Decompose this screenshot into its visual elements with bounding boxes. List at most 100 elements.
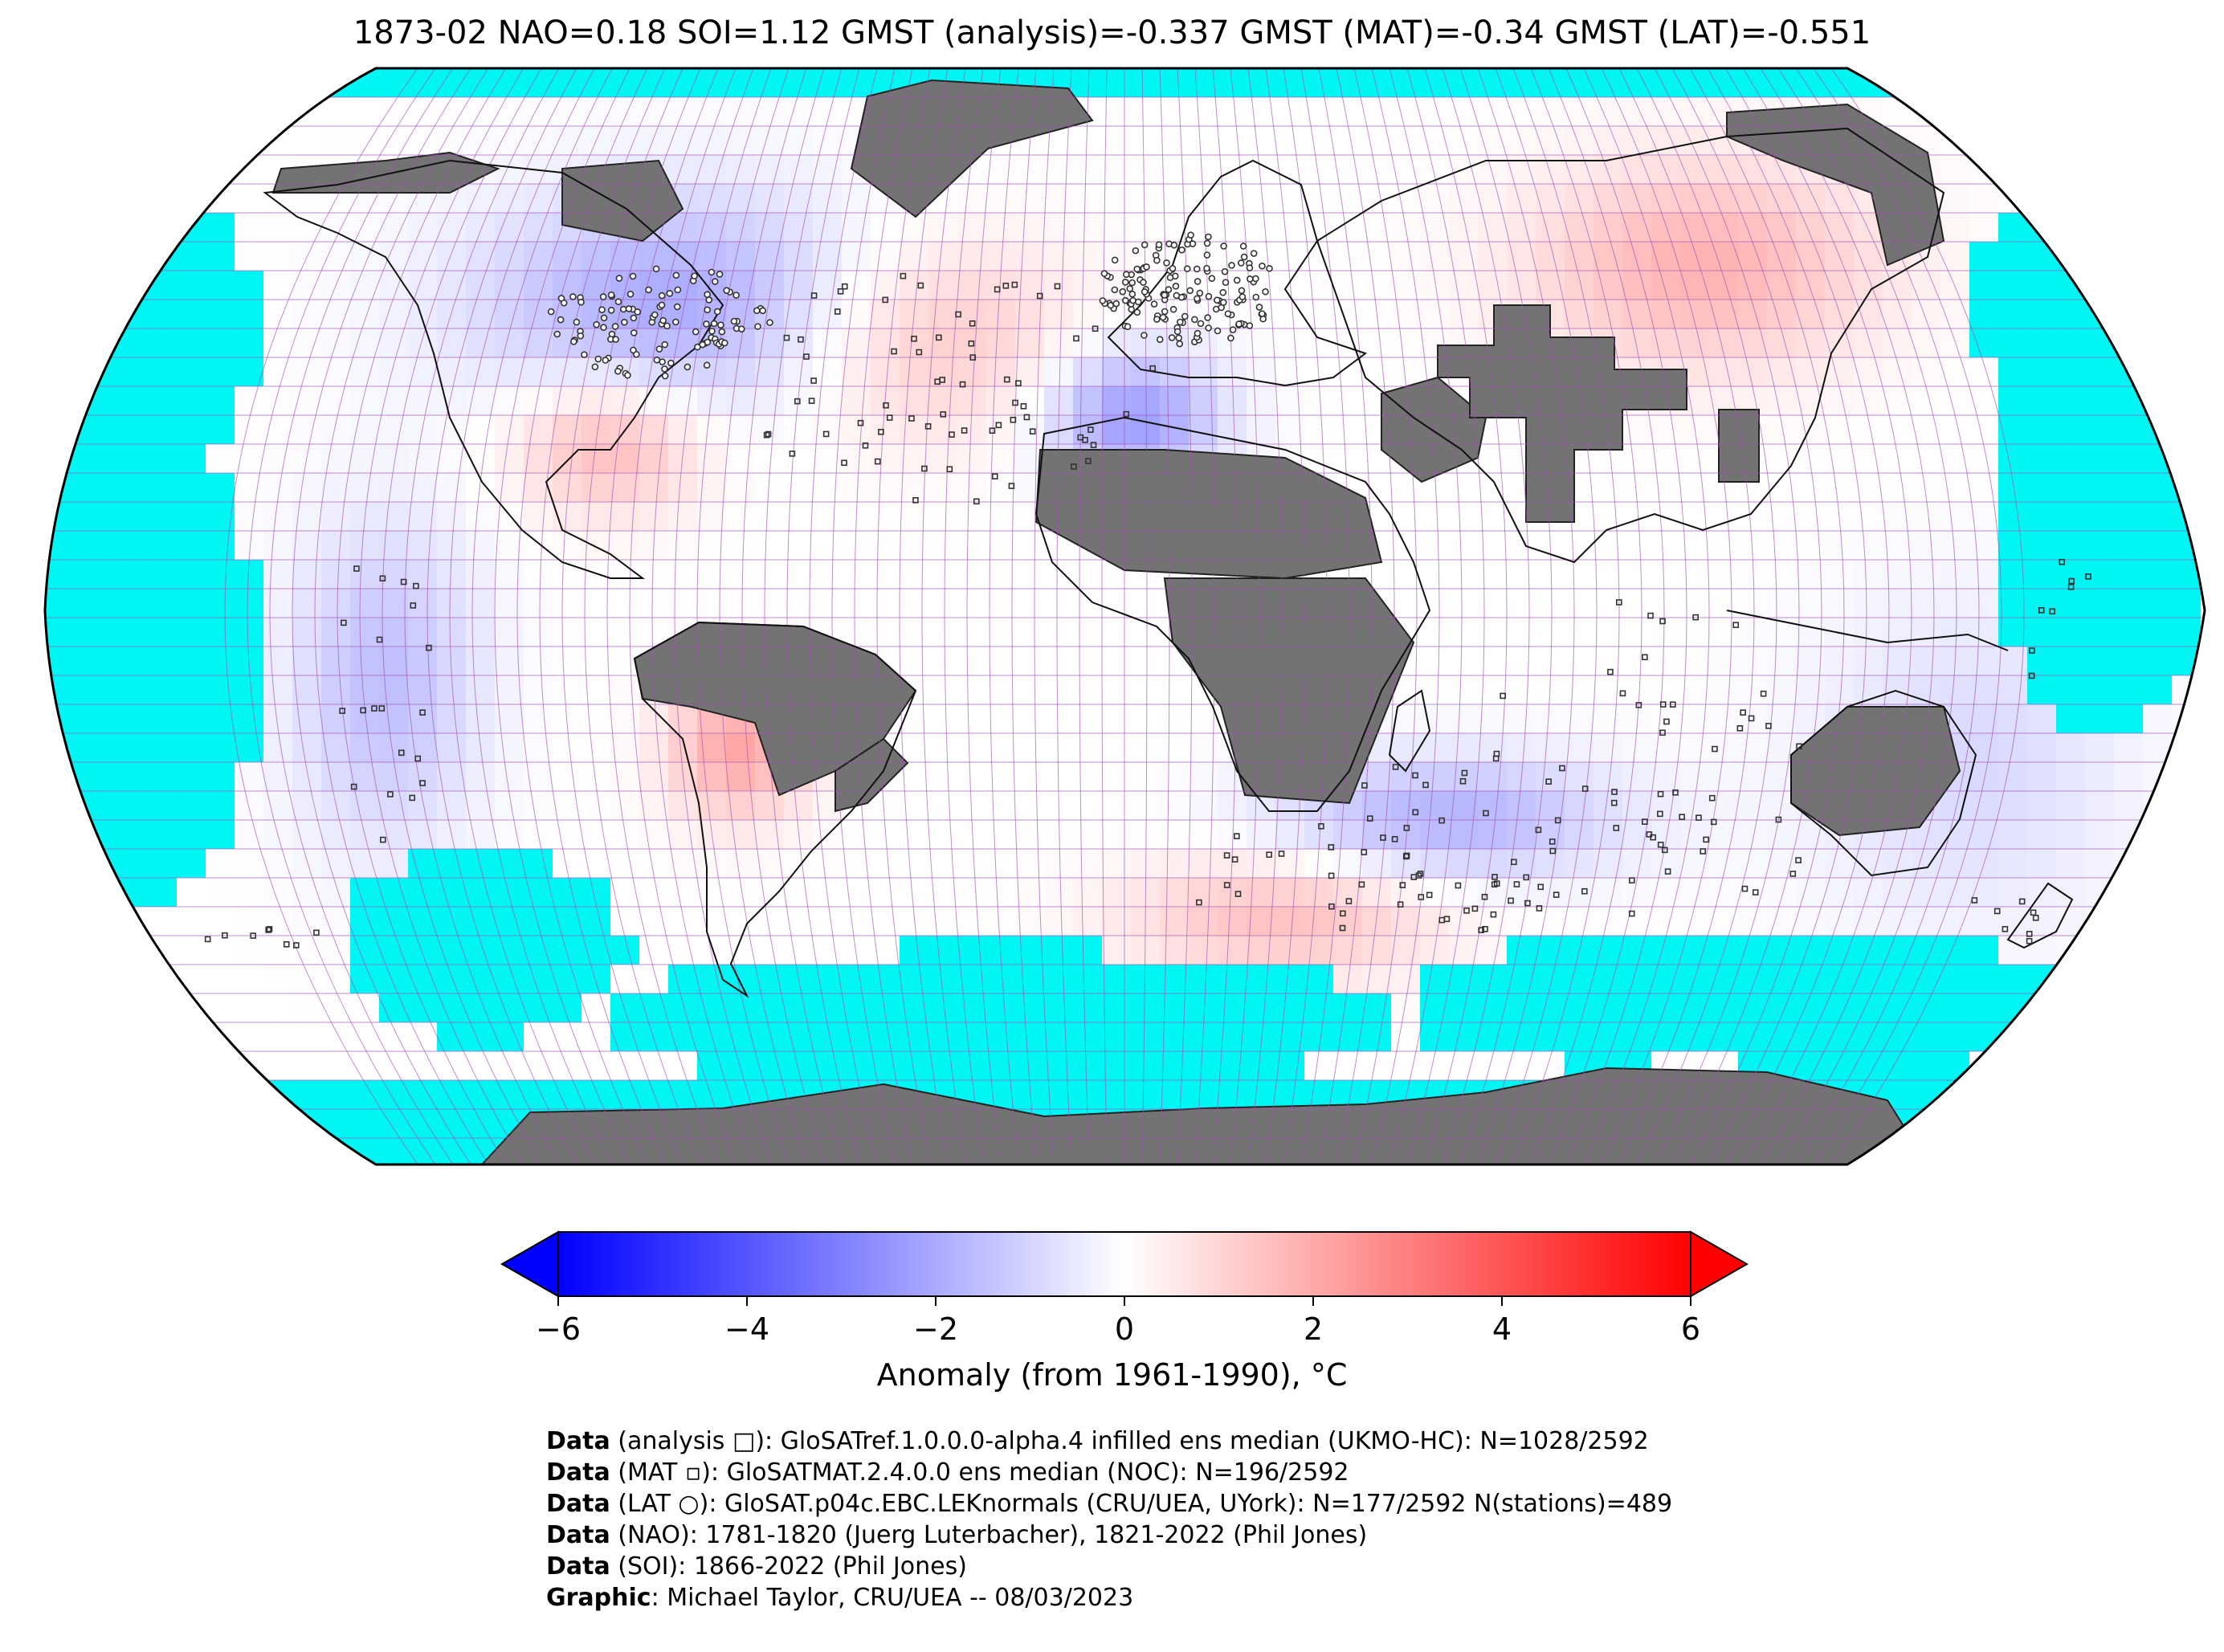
anomaly-cell [61,936,90,965]
anomaly-cell [1015,618,1044,647]
analysis-marker [808,398,815,404]
anomaly-cell [292,242,321,271]
anomaly-cell [986,849,1015,878]
anomaly-cell [1940,820,1969,849]
analysis-marker [1402,853,1410,860]
anomaly-cell [1767,357,1796,386]
anomaly-cell [1333,965,1362,993]
anomaly-cell [45,1051,61,1080]
anomaly-cell [263,126,292,155]
analysis-marker [1366,815,1373,822]
anomaly-cell [379,126,408,155]
station-marker [1169,305,1177,313]
anomaly-cell [1594,300,1622,328]
anomaly-cell [45,155,61,184]
anomaly-cell [1796,531,1825,560]
analysis-marker [1482,925,1488,932]
anomaly-cell [235,386,263,415]
anomaly-cell [1536,184,1565,213]
analysis-marker [857,419,864,426]
anomaly-cell [321,907,350,936]
anomaly-cell [1854,531,1883,560]
anomaly-cell [553,647,582,675]
anomaly-cell [1594,618,1622,647]
anomaly-cell [553,733,582,762]
anomaly-cell [1998,820,2027,849]
analysis-marker [1234,833,1240,839]
anomaly-cell [1102,328,1131,357]
anomaly-cell [2114,965,2143,993]
anomaly-cell [986,213,1015,242]
anomaly-cell [1594,791,1622,820]
anomaly-cell [755,444,784,473]
anomaly-cell [263,444,292,473]
anomaly-cell [639,242,668,271]
anomaly-cell [466,647,495,675]
anomaly-cell [900,791,928,820]
anomaly-cell [206,965,235,993]
anomaly-cell [1912,589,1940,618]
anomaly-cell [437,242,466,271]
station-marker [663,322,671,330]
station-marker [1262,288,1269,296]
anomaly-cell [524,386,553,415]
anomaly-cell [2114,762,2143,791]
station-marker [1166,274,1174,281]
anomaly-cell [235,242,263,271]
anomaly-cell [321,531,350,560]
anomaly-cell [1651,647,1680,675]
grid-meridian [1512,68,1620,1165]
anomaly-cell [379,675,408,704]
anomaly-cell [1565,531,1594,560]
anomaly-cell [900,386,928,415]
anomaly-cell [900,328,928,357]
anomaly-cell [2027,762,2056,791]
anomaly-cell [350,97,379,126]
anomaly-cell [1651,502,1680,531]
analysis-marker [911,335,917,342]
anomaly-cell [1767,675,1796,704]
anomaly-cell [986,531,1015,560]
anomaly-cell [61,993,90,1022]
anomaly-cell [1044,213,1073,242]
anomaly-cell [1333,849,1362,878]
anomaly-cell [1709,762,1738,791]
analysis-marker [1628,877,1635,884]
anomaly-cell [45,357,61,386]
anomaly-cell [1160,849,1189,878]
anomaly-cell [1825,444,1854,473]
anomaly-cell [119,936,148,965]
analysis-marker [1481,893,1488,900]
analysis-marker [1615,599,1622,606]
station-marker [634,308,642,316]
anomaly-cell [1131,155,1160,184]
anomaly-cell [1073,675,1102,704]
anomaly-cell [842,820,871,849]
anomaly-cell [408,97,437,126]
grid-meridian [629,68,737,1165]
anomaly-cell [986,560,1015,589]
anomaly-cell [1044,155,1073,184]
anomaly-cell [2172,1022,2201,1051]
anomaly-cell [668,386,697,415]
anomaly-cell [2172,849,2201,878]
anomaly-cell [639,762,668,791]
anomaly-cell [1680,647,1709,675]
station-marker [557,316,565,324]
analysis-marker [2030,909,2037,916]
anomaly-cell [379,704,408,733]
analysis-marker [204,936,211,943]
anomaly-cell [1940,328,1969,357]
analysis-marker [2002,926,2009,932]
anomaly-cell [639,878,668,907]
anomaly-cell [1738,849,1767,878]
anomaly-cell [1825,647,1854,675]
anomaly-cell [1883,502,1912,531]
anomaly-cell [235,965,263,993]
grid-meridian [1034,68,1055,1165]
anomaly-cell [1796,820,1825,849]
anomaly-cell [1536,704,1565,733]
anomaly-cell [1854,618,1883,647]
anomaly-cell [1651,791,1680,820]
anomaly-cell [321,762,350,791]
